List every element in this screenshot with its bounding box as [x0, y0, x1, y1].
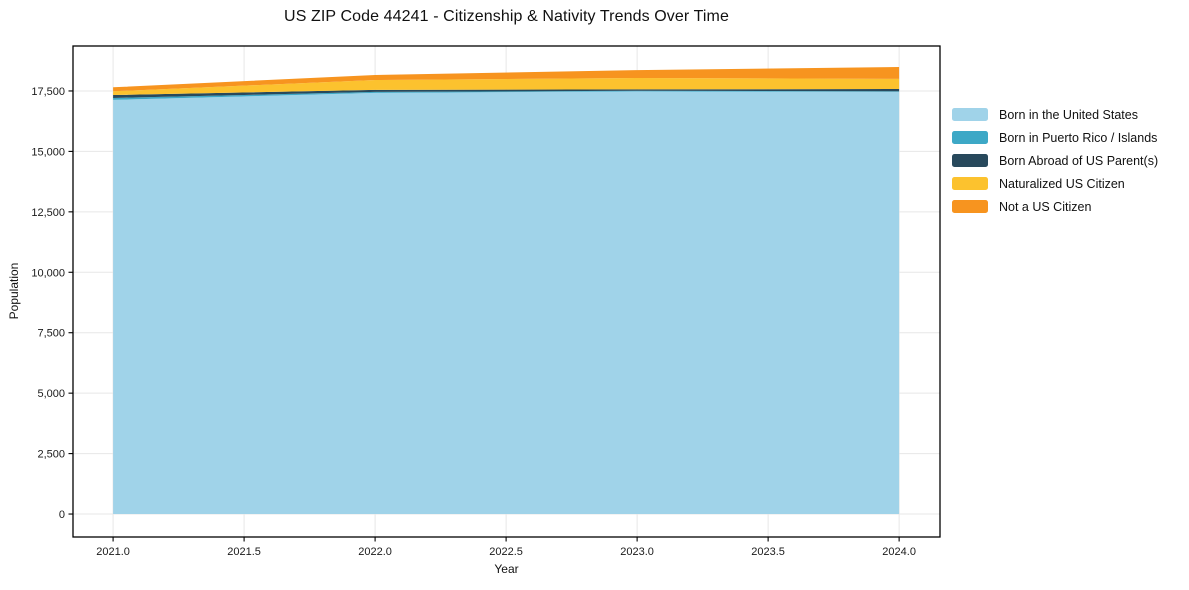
area-series-4 [113, 67, 900, 92]
tick-labels: 2021.0 2021.5 2022.0 2022.5 2023.0 2023.5 2024… [31, 86, 916, 558]
x-tick-label: 2021.5 [227, 546, 261, 558]
y-tick-label: 5,000 [37, 388, 65, 400]
y-tick-label: 12,500 [31, 207, 65, 219]
legend-swatch [952, 108, 988, 121]
legend-swatch [952, 131, 988, 144]
area-series-1 [113, 90, 900, 100]
y-tick-label: 15,000 [31, 146, 65, 158]
area-series-3 [113, 78, 900, 95]
x-tick-label: 2023.5 [751, 546, 785, 558]
y-tick-label: 17,500 [31, 86, 65, 98]
y-axis-label: Population [7, 262, 21, 320]
area-series-layer [113, 67, 900, 515]
legend-item-1: Born in Puerto Rico / Islands [952, 126, 1158, 149]
chart-title: US ZIP Code 44241 - Citizenship & Nativi… [284, 8, 729, 25]
legend: Born in the United States Born in Puerto … [952, 103, 1158, 218]
x-tick-label: 2021.0 [96, 546, 130, 558]
legend-item-4: Not a US Citizen [952, 195, 1158, 218]
area-series-0 [113, 91, 900, 515]
legend-swatch [952, 154, 988, 167]
y-tick-label: 7,500 [37, 328, 65, 340]
area-series-2 [113, 89, 900, 98]
x-tick-label: 2022.0 [358, 546, 392, 558]
axis-ticks [68, 90, 900, 542]
y-tick-label: 10,000 [31, 267, 65, 279]
legend-item-2: Born Abroad of US Parent(s) [952, 149, 1158, 172]
legend-swatch [952, 200, 988, 213]
y-tick-label: 2,500 [37, 449, 65, 461]
legend-item-3: Naturalized US Citizen [952, 172, 1158, 195]
legend-label: Not a US Citizen [999, 199, 1092, 214]
legend-swatch [952, 177, 988, 190]
legend-label: Born in the United States [999, 107, 1138, 122]
legend-label: Born Abroad of US Parent(s) [999, 153, 1159, 168]
legend-label: Naturalized US Citizen [999, 176, 1125, 191]
x-tick-label: 2023.0 [620, 546, 654, 558]
x-axis-label: Year [494, 562, 519, 576]
legend-label: Born in Puerto Rico / Islands [999, 130, 1158, 145]
x-tick-label: 2022.5 [489, 546, 523, 558]
y-tick-label: 0 [59, 509, 65, 521]
legend-item-0: Born in the United States [952, 103, 1158, 126]
x-tick-label: 2024.0 [882, 546, 916, 558]
